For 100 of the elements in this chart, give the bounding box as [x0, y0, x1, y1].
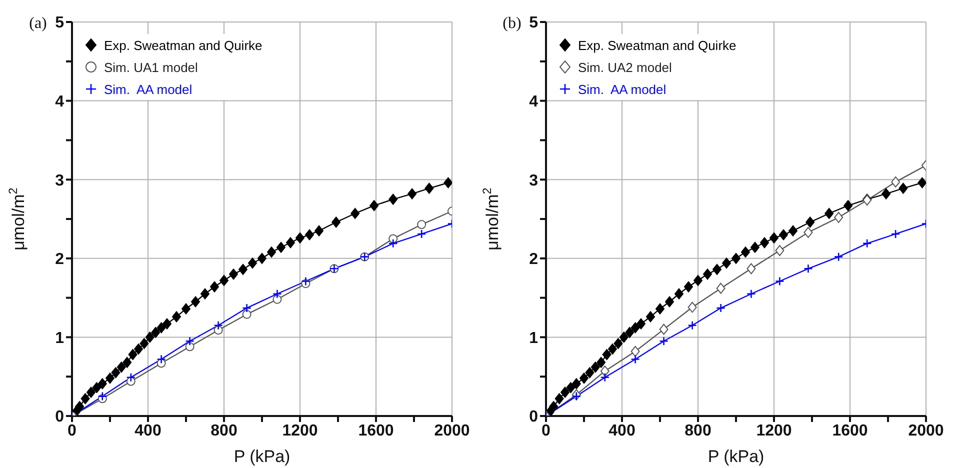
- point: [630, 354, 640, 364]
- point: [388, 238, 398, 248]
- point: [267, 246, 276, 258]
- y-tick-label: 0: [529, 408, 538, 426]
- point: [741, 246, 750, 258]
- point: [80, 393, 90, 404]
- point: [191, 296, 200, 308]
- point: [722, 258, 731, 269]
- point: [98, 392, 108, 401]
- point: [272, 294, 282, 304]
- point: [122, 356, 132, 368]
- point: [746, 263, 756, 274]
- point: [301, 276, 310, 286]
- point: [248, 258, 257, 269]
- point: [286, 237, 295, 248]
- point: [600, 366, 610, 377]
- legend-label: Exp. Sweatman and Quirke: [578, 38, 736, 52]
- x-tick-label: 800: [684, 422, 712, 440]
- point: [549, 401, 558, 412]
- legend-label: Sim. AA model: [104, 82, 192, 96]
- point: [314, 225, 324, 236]
- x-tick-label: 0: [68, 422, 77, 440]
- point: [602, 349, 612, 360]
- point: [608, 344, 617, 355]
- point: [388, 234, 398, 244]
- point: [656, 303, 664, 314]
- point: [898, 182, 908, 194]
- y-tick-label: 3: [55, 172, 64, 190]
- point: [646, 311, 655, 322]
- point: [140, 338, 149, 350]
- x-axis-title: P (kPa): [708, 447, 764, 466]
- point: [417, 220, 426, 230]
- point: [862, 238, 872, 248]
- x-tick-label: 800: [210, 422, 238, 440]
- point: [665, 296, 674, 308]
- point: [182, 303, 190, 314]
- point: [156, 354, 166, 364]
- chart-title: (a): [29, 15, 47, 32]
- x-tick-label: 400: [608, 422, 636, 440]
- point: [750, 242, 760, 253]
- x-tick-label: 1200: [756, 422, 792, 440]
- point: [162, 318, 172, 330]
- legend-label: Sim. UA2 model: [578, 60, 672, 74]
- point: [684, 281, 693, 292]
- point: [134, 344, 143, 355]
- point: [276, 242, 286, 253]
- point: [703, 268, 712, 280]
- x-tick-label: 1600: [832, 422, 868, 440]
- point: [590, 362, 600, 373]
- point: [258, 252, 266, 264]
- point: [585, 367, 594, 378]
- point: [630, 322, 640, 334]
- point: [636, 318, 646, 330]
- point: [210, 281, 219, 292]
- point: [98, 378, 107, 390]
- x-tick-label: 2000: [908, 422, 944, 440]
- point: [918, 177, 926, 188]
- point: [834, 212, 844, 223]
- x-tick-label: 0: [542, 422, 551, 440]
- point: [806, 216, 815, 228]
- point: [630, 346, 640, 357]
- point: [625, 326, 634, 338]
- legend-label: Sim. AA model: [578, 82, 666, 96]
- y-tick-label: 5: [529, 14, 538, 32]
- y-tick-label: 2: [55, 251, 64, 268]
- point: [770, 232, 778, 244]
- point: [214, 320, 223, 330]
- point: [126, 372, 136, 382]
- point: [716, 303, 726, 313]
- point: [444, 177, 452, 188]
- point: [200, 288, 210, 300]
- point: [106, 372, 114, 384]
- point: [156, 322, 166, 334]
- point: [151, 326, 160, 338]
- x-tick-label: 1200: [282, 422, 318, 440]
- point: [332, 216, 341, 228]
- point: [566, 382, 576, 394]
- point: [416, 229, 426, 239]
- point: [600, 372, 610, 382]
- y-tick-label: 3: [529, 172, 538, 190]
- point: [116, 362, 126, 373]
- point: [75, 401, 84, 412]
- y-tick-label: 4: [529, 93, 538, 110]
- point: [788, 225, 798, 236]
- point: [580, 372, 588, 384]
- legend-label: Exp. Sweatman and Quirke: [104, 38, 262, 52]
- point: [220, 274, 228, 286]
- point: [86, 386, 96, 398]
- point: [370, 200, 379, 212]
- point: [572, 392, 582, 401]
- point: [560, 386, 570, 398]
- point: [844, 200, 853, 212]
- point: [272, 289, 282, 299]
- point: [688, 302, 697, 313]
- y-tick-label: 1: [55, 330, 64, 347]
- point: [712, 264, 722, 275]
- point: [145, 332, 154, 343]
- point: [614, 338, 623, 350]
- point: [242, 310, 252, 319]
- point: [596, 356, 606, 368]
